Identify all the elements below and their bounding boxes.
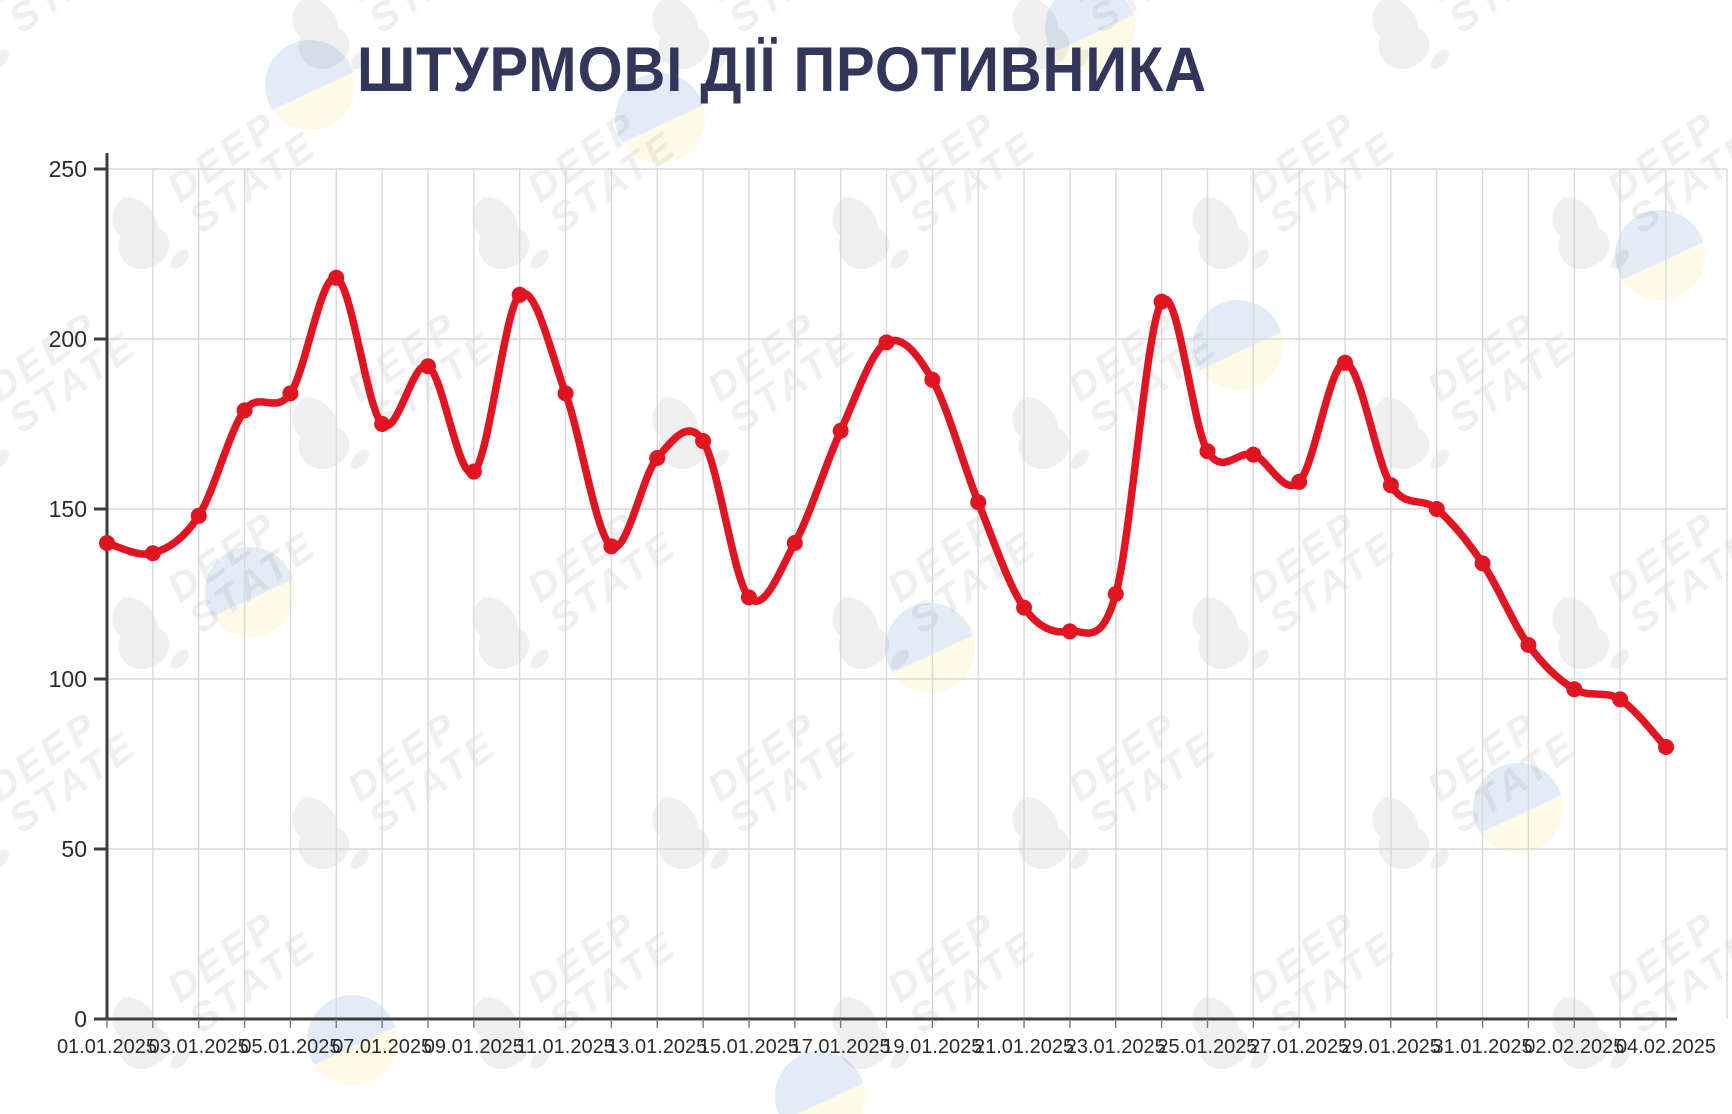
data-point <box>511 286 528 303</box>
data-point <box>878 334 895 351</box>
data-point <box>1061 623 1078 640</box>
x-tick-label: 25.01.2025 <box>1157 1036 1257 1058</box>
data-point <box>1474 555 1491 572</box>
data-point <box>1199 443 1216 460</box>
data-point <box>649 450 666 466</box>
data-point <box>236 402 253 419</box>
data-point <box>144 545 161 562</box>
y-tick-label: 50 <box>61 836 87 862</box>
y-tick-label: 150 <box>49 496 87 522</box>
data-point <box>970 494 987 511</box>
x-tick-label: 01.01.2025 <box>57 1036 157 1058</box>
data-point <box>1107 586 1124 602</box>
data-point <box>1291 473 1308 490</box>
chart-title: ШТУРМОВІ ДІЇ ПРОТИВНИКА <box>357 35 1207 105</box>
data-point <box>328 269 345 286</box>
x-tick-label: 07.01.2025 <box>332 1036 432 1058</box>
x-tick-label: 04.02.2025 <box>1616 1036 1716 1058</box>
data-point <box>557 385 574 402</box>
x-tick-label: 13.01.2025 <box>607 1036 707 1058</box>
data-point <box>695 433 712 449</box>
data-point <box>1245 446 1262 463</box>
x-tick-label: 29.01.2025 <box>1341 1036 1441 1058</box>
axes <box>94 153 1677 1028</box>
data-points <box>99 269 1674 755</box>
data-point <box>603 538 620 555</box>
data-point <box>1658 739 1674 755</box>
y-tick-labels: 0 50 100 150 200 250 <box>49 156 87 1032</box>
data-point <box>190 507 207 524</box>
data-point <box>99 535 115 551</box>
x-tick-label: 11.01.2025 <box>516 1036 615 1058</box>
data-point <box>1337 354 1354 371</box>
x-tick-label: 21.01.2025 <box>974 1036 1074 1058</box>
x-tick-label: 31.01.2025 <box>1433 1036 1533 1058</box>
data-point <box>740 589 757 606</box>
x-tick-label: 15.01.2025 <box>699 1036 799 1058</box>
data-point <box>924 371 941 388</box>
x-tick-label: 19.01.2025 <box>882 1036 982 1058</box>
x-tick-label: 02.02.2025 <box>1524 1036 1624 1058</box>
x-tick-label: 23.01.2025 <box>1066 1036 1166 1058</box>
x-tick-label: 17.01.2025 <box>791 1036 891 1058</box>
y-tick-label: 250 <box>49 156 87 182</box>
data-point <box>282 385 299 402</box>
data-point <box>1612 691 1629 708</box>
data-point <box>786 535 803 551</box>
x-tick-label: 27.01.2025 <box>1249 1036 1349 1058</box>
data-point <box>1382 477 1399 494</box>
data-point <box>1153 293 1170 310</box>
data-point <box>1520 637 1537 653</box>
y-tick-label: 200 <box>49 326 87 352</box>
x-tick-label: 05.01.2025 <box>240 1036 340 1058</box>
x-tick-label: 03.01.2025 <box>149 1036 249 1058</box>
data-point <box>1566 681 1583 698</box>
y-tick-label: 100 <box>49 666 87 692</box>
data-point <box>832 422 849 439</box>
x-tick-label: 09.01.2025 <box>424 1036 524 1058</box>
y-tick-label: 0 <box>74 1006 87 1032</box>
data-point <box>374 416 391 432</box>
data-point <box>419 358 436 375</box>
x-tick-labels: 01.01.202503.01.202505.01.202507.01.2025… <box>57 1036 1716 1058</box>
data-point <box>465 463 482 480</box>
data-point <box>1016 599 1033 616</box>
data-point <box>1428 501 1445 517</box>
